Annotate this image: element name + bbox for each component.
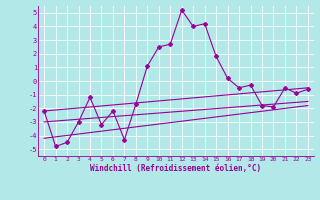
X-axis label: Windchill (Refroidissement éolien,°C): Windchill (Refroidissement éolien,°C): [91, 164, 261, 173]
